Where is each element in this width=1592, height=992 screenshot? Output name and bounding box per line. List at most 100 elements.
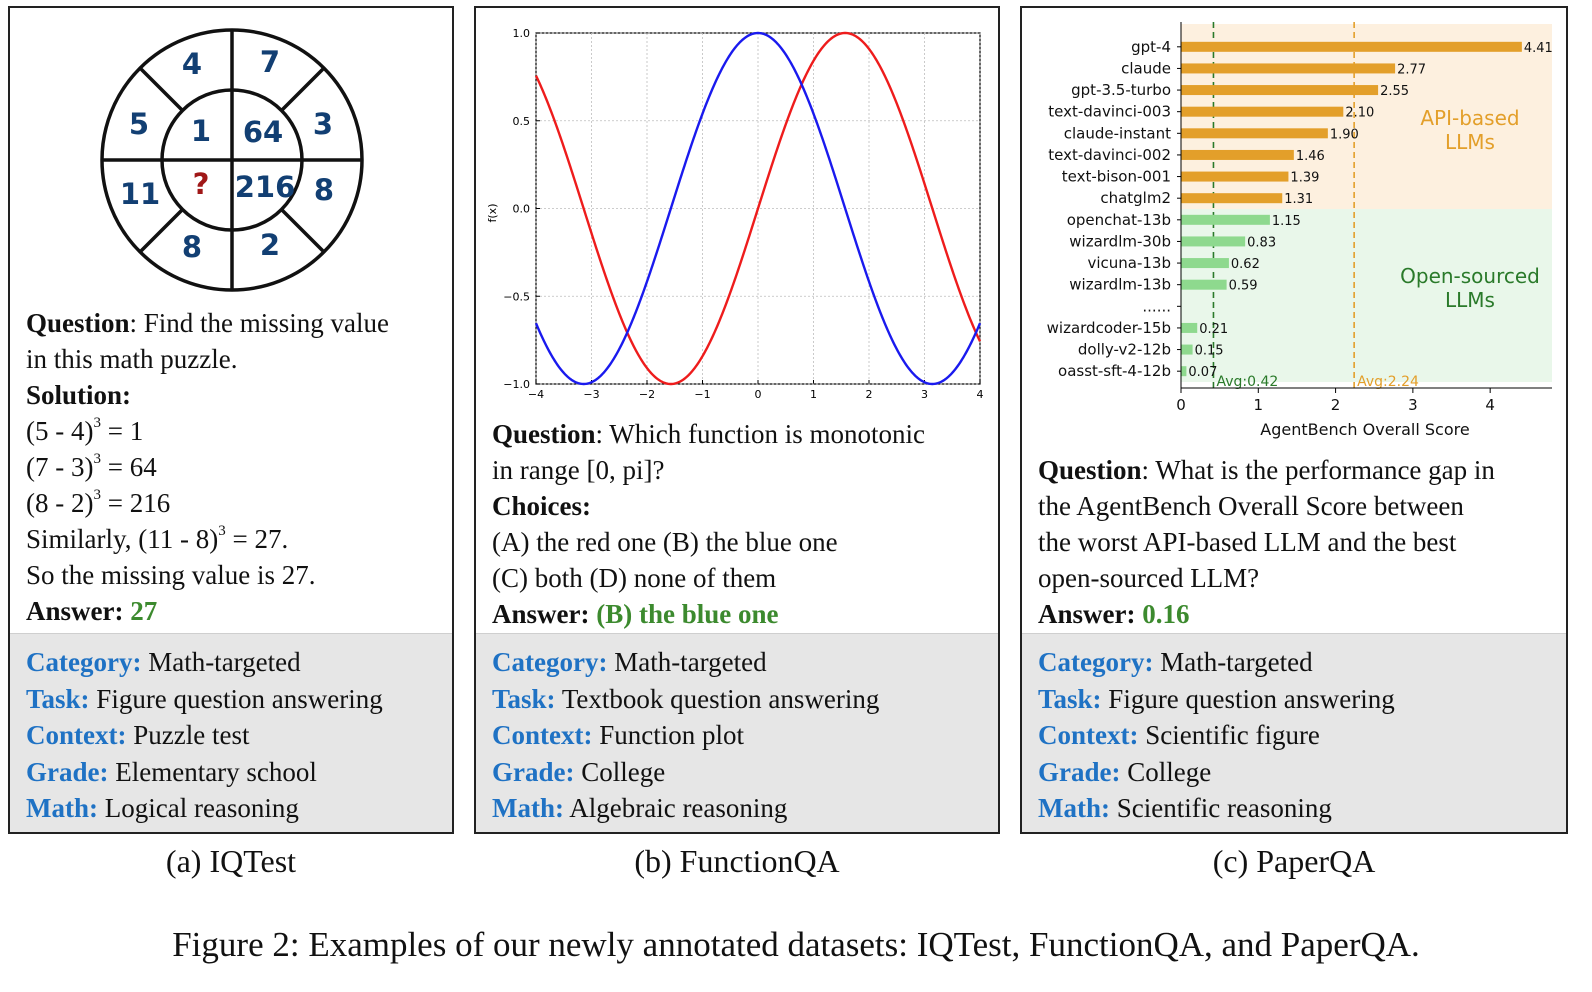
x-tick-label: 1 — [810, 388, 817, 401]
context-value: Scientific figure — [1145, 720, 1320, 750]
category-label: dolly-v2-12b — [1078, 341, 1171, 359]
metadata-box: Category: Math-targeted Task: Textbook q… — [476, 633, 998, 832]
group-region — [1181, 209, 1552, 382]
category-label: claude — [1121, 59, 1171, 77]
avg-label: Avg:2.24 — [1357, 374, 1419, 390]
x-axis-label: AgentBench Overall Score — [1260, 420, 1469, 439]
x-tick-label: 1 — [1254, 396, 1264, 414]
math-key: Math: — [26, 793, 98, 823]
math-key: Math: — [1038, 793, 1110, 823]
question-text: : What is the performance gap in — [1141, 455, 1495, 485]
step-rest: = 216 — [100, 488, 171, 518]
group-label-open: Open-sourced — [1400, 264, 1540, 288]
category-label: wizardlm-30b — [1069, 232, 1171, 250]
group-label-open: LLMs — [1445, 288, 1495, 312]
x-tick-label: 3 — [921, 388, 928, 401]
choices-label: Choices: — [492, 491, 591, 521]
x-tick-label: 3 — [1408, 396, 1418, 414]
bar — [1181, 63, 1396, 74]
grade-key: Grade: — [1038, 756, 1121, 787]
category-label: gpt-4 — [1131, 38, 1171, 56]
x-tick-label: 0 — [1176, 396, 1186, 414]
puzzle-outer-cell: 2 — [260, 228, 280, 262]
category-label: claude-instant — [1064, 124, 1171, 142]
bar — [1181, 214, 1270, 225]
solution-step: (7 - 3)3 = 64 — [26, 449, 444, 485]
bar — [1181, 85, 1379, 96]
avg-label: Avg:0.42 — [1216, 374, 1278, 390]
category-key: Category: — [26, 647, 142, 677]
task-key: Task: — [492, 683, 556, 714]
y-tick-label: −1.0 — [503, 378, 530, 391]
y-tick-label: −0.5 — [503, 290, 530, 303]
bar — [1181, 149, 1294, 160]
qa-block: Question: Find the missing value in this… — [26, 305, 444, 629]
category-label: wizardlm-13b — [1069, 276, 1171, 294]
circle-puzzle: 4 7 3 8 2 8 11 5 1 64 216 ? — [100, 28, 364, 292]
choices-text: (C) both (D) none of them — [492, 563, 777, 593]
y-tick-label: 0.0 — [513, 203, 531, 216]
grade-key: Grade: — [26, 756, 109, 787]
panel-functionqa: −4 −3 −2 −1 0 1 2 3 4 1.0 0.5 0.0 −0.5 −1.0 f(x) Ques… — [474, 6, 1000, 834]
category-value: Math-targeted — [148, 647, 301, 677]
step-base: (8 - 2) — [26, 488, 94, 518]
step-rest: = 64 — [100, 452, 157, 482]
math-value: Logical reasoning — [104, 793, 299, 823]
category-key: Category: — [492, 647, 608, 677]
choices-text: (A) the red one (B) the blue one — [492, 527, 838, 557]
step-base: (5 - 4) — [26, 416, 94, 446]
category-key: Category: — [1038, 647, 1154, 677]
x-tick-label: 0 — [755, 388, 762, 401]
step-rest: = 1 — [100, 416, 144, 446]
figure-caption: Figure 2: Examples of our newly annotate… — [172, 925, 1420, 964]
task-value: Textbook question answering — [561, 683, 880, 714]
answer-value: 0.16 — [1142, 599, 1190, 629]
solution-step: (5 - 4)3 = 1 — [26, 413, 444, 449]
step-rest: = 27. — [225, 524, 289, 554]
value-label: 2.55 — [1380, 84, 1409, 99]
y-tick-label: 0.5 — [513, 115, 531, 128]
grade-value: College — [581, 756, 666, 787]
task-value: Figure question answering — [1108, 683, 1395, 714]
agentbench-bar-chart: Avg:0.42 Avg:2.24 gpt-4 4.41 claude 2.77 gpt-… — [1047, 22, 1553, 439]
category-label: vicuna-13b — [1087, 254, 1171, 272]
value-label: 1.15 — [1272, 214, 1301, 229]
bar — [1181, 171, 1289, 182]
context-key: Context: — [492, 720, 593, 750]
task-key: Task: — [1038, 683, 1102, 714]
answer-label: Answer: — [492, 599, 590, 629]
puzzle-outer-cell: 8 — [314, 173, 334, 207]
value-label: 0.21 — [1199, 322, 1228, 337]
value-label: 0.15 — [1195, 344, 1224, 359]
math-value: Scientific reasoning — [1116, 793, 1332, 823]
bar — [1181, 366, 1187, 377]
question-text: : Find the missing value — [129, 308, 390, 338]
step-base: (7 - 3) — [26, 452, 94, 482]
curve-red — [534, 31, 982, 386]
metadata-box: Category: Math-targeted Task: Figure que… — [1022, 633, 1566, 832]
value-label: 1.90 — [1330, 127, 1359, 142]
solution-label: Solution: — [26, 380, 132, 410]
question-label: Question — [26, 308, 130, 338]
bar — [1181, 279, 1227, 290]
math-key: Math: — [492, 793, 564, 823]
group-label-api: LLMs — [1445, 130, 1495, 154]
function-plot: −4 −3 −2 −1 0 1 2 3 4 1.0 0.5 0.0 −0.5 −1.0 f(x) — [486, 27, 984, 401]
value-label: 2.77 — [1397, 62, 1426, 77]
x-tick-label: 4 — [977, 388, 984, 401]
x-tick-label: −4 — [528, 388, 544, 401]
bar — [1181, 344, 1193, 355]
step-base: Similarly, (11 - 8) — [26, 524, 219, 554]
category-label: wizardcoder-15b — [1047, 319, 1171, 337]
category-label: ...... — [1142, 297, 1171, 315]
panel-paperqa: Avg:0.42 Avg:2.24 gpt-4 4.41 claude 2.77 gpt-… — [1020, 6, 1568, 834]
value-label: 4.41 — [1524, 41, 1553, 56]
category-label: gpt-3.5-turbo — [1071, 81, 1171, 99]
qa-block: Question: Which function is monotonic in… — [492, 416, 990, 632]
value-label: 2.10 — [1345, 106, 1374, 121]
answer-label: Answer: — [26, 596, 124, 626]
math-value: Algebraic reasoning — [569, 793, 788, 823]
puzzle-outer-cell: 3 — [313, 107, 333, 141]
x-tick-label: 2 — [866, 388, 873, 401]
group-label-api: API-based — [1420, 106, 1519, 130]
